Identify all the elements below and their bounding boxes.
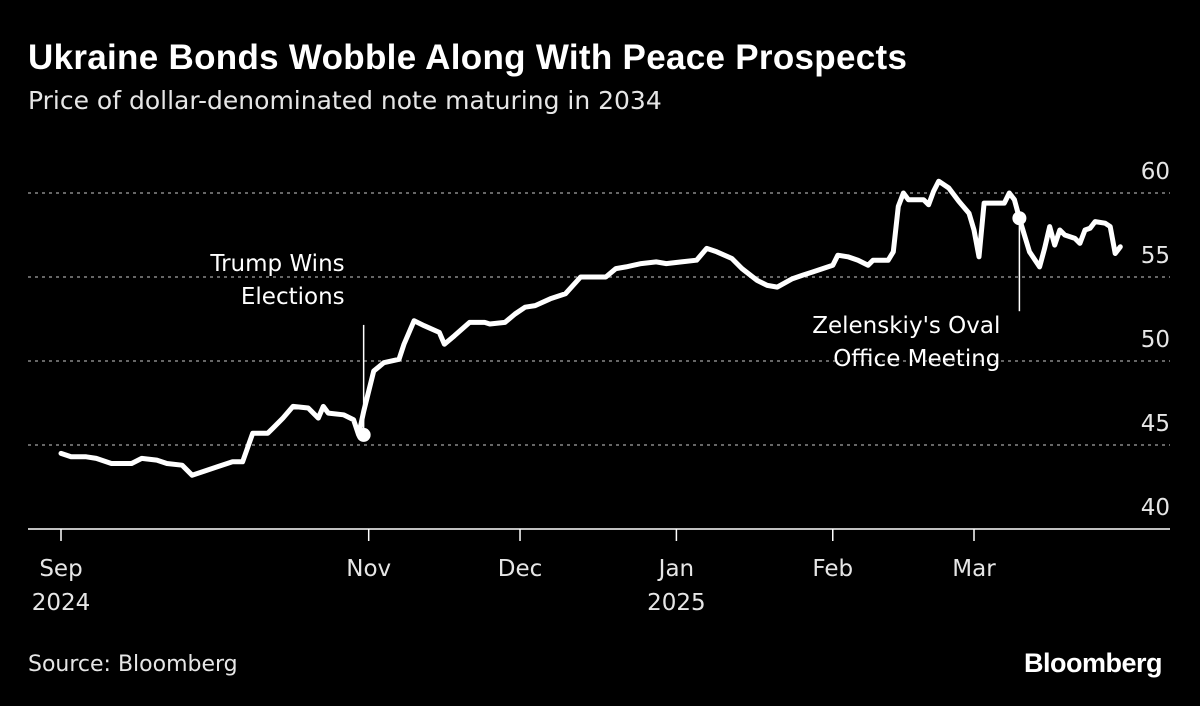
y-tick-label: 40 — [1141, 495, 1170, 521]
x-tick-label: Jan — [657, 556, 694, 582]
y-tick-label: 60 — [1141, 159, 1170, 185]
price-line — [58, 178, 1123, 478]
y-tick-label: 45 — [1141, 411, 1170, 437]
chart-title: Ukraine Bonds Wobble Along With Peace Pr… — [28, 38, 908, 77]
x-tick-label: Dec — [498, 556, 543, 582]
annotation-marker — [356, 427, 371, 442]
x-tick-label: Feb — [812, 556, 853, 582]
source-note: Source: Bloomberg — [28, 652, 238, 677]
x-tick-year-label: 2024 — [32, 590, 91, 616]
annotation-label: Zelenskiy's Oval — [812, 313, 1000, 339]
annotation-label: Office Meeting — [833, 346, 1000, 372]
x-tick-label: Mar — [952, 556, 996, 582]
x-tick-label: Nov — [346, 556, 391, 582]
y-tick-label: 55 — [1141, 243, 1170, 269]
chart-subtitle: Price of dollar-denominated note maturin… — [28, 86, 662, 115]
y-tick-label: 50 — [1141, 327, 1170, 353]
annotation-label: Elections — [241, 284, 345, 310]
annotation-marker — [1012, 211, 1027, 226]
bloomberg-logo: Bloomberg — [1023, 648, 1163, 678]
line-chart: 40 45 50 55 60 Sep 2024 Nov Dec Jan 2025 Feb Mar Trum… — [28, 159, 1170, 616]
annotation-label: Trump Wins — [209, 251, 344, 277]
x-tick-year-label: 2025 — [647, 590, 706, 616]
x-tick-label: Sep — [39, 556, 82, 582]
